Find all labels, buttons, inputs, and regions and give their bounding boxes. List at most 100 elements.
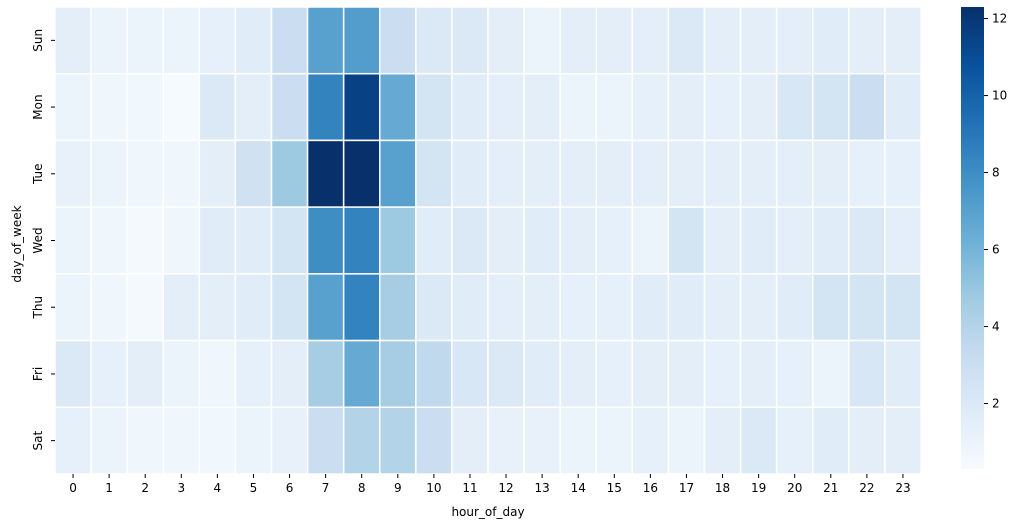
heatmap-cell [703,406,742,475]
heatmap-cell [162,273,201,342]
heatmap-cell [595,72,634,142]
heatmap-cell [595,206,634,275]
heatmap-cell [631,273,670,342]
heatmap-cell [270,339,309,409]
heatmap-cell [812,206,850,275]
x-tick-label: 14 [571,481,586,495]
y-tick-label: Thu [31,296,45,320]
heatmap-cell [415,206,453,275]
heatmap-cell [90,6,128,75]
x-tick-label: 1 [105,481,113,495]
heatmap-cell [884,72,922,142]
heatmap-cell [812,406,850,475]
heatmap-cell [234,72,273,142]
heatmap-cell [270,273,309,342]
heatmap-cell [451,6,489,75]
heatmap-cell [812,6,850,75]
heatmap-cell [523,273,561,342]
heatmap-cell [595,406,634,475]
heatmap-cell [775,6,814,75]
heatmap-cell [415,72,453,142]
x-tick-label: 9 [394,481,402,495]
heatmap-cell [703,339,742,409]
heatmap-cell [595,273,634,342]
x-tick-label: 6 [286,481,294,495]
heatmap-cell [126,406,164,475]
heatmap-cell [559,206,598,275]
heatmap-cell [775,206,814,275]
heatmap-cell [306,72,345,142]
heatmap-cell [162,6,201,75]
heatmap-cell [270,406,309,475]
heatmap-cell [884,273,922,342]
heatmap-cell [415,139,453,208]
heatmap-cell [848,339,886,409]
x-tick-label: 13 [534,481,549,495]
heatmap-cell [631,6,670,75]
x-tick-label: 23 [895,481,910,495]
heatmap-cell [126,206,164,275]
heatmap-cell [342,273,381,342]
heatmap-cell [703,206,742,275]
colorbar-tick-label: 4 [992,320,1000,334]
heatmap-cell [739,339,778,409]
heatmap-cell [270,139,309,208]
heatmap-cell [631,206,670,275]
heatmap-cell [487,72,525,142]
heatmap-cell [415,6,453,75]
heatmap-cell [848,273,886,342]
heatmap-cell [775,406,814,475]
y-tick-label: Tue [31,164,45,186]
heatmap-cell [739,72,778,142]
y-axis-label: day_of_week [10,205,24,282]
heatmap-cell [198,339,237,409]
heatmap-cell [667,6,706,75]
heatmap-cell [162,406,201,475]
heatmap-cell [703,139,742,208]
heatmap-cell [523,339,561,409]
x-tick-label: 3 [177,481,185,495]
heatmap-cell [884,406,922,475]
heatmap-cell [162,339,201,409]
heatmap-cell [198,72,237,142]
colorbar-tick-label: 12 [992,12,1007,26]
x-tick-label: 21 [823,481,838,495]
heatmap-cell [306,406,345,475]
x-tick-label: 11 [462,481,477,495]
heatmap-cell [487,339,525,409]
heatmap-cell [667,139,706,208]
heatmap-cell [342,139,381,208]
heatmap-cell [54,6,92,75]
heatmap-cell [234,6,273,75]
heatmap-cell [306,139,345,208]
heatmap-cell [523,206,561,275]
heatmap-cell [451,72,489,142]
heatmap-cell [234,139,273,208]
heatmap-cell [739,6,778,75]
heatmap-cell [90,139,128,208]
y-tick-label: Mon [31,94,45,119]
x-tick-label: 5 [250,481,258,495]
heatmap-cell [126,72,164,142]
y-axis-ticks: Sun Mon Tue Wed Thu Fri Sat [31,29,55,450]
y-tick-label: Fri [31,367,45,381]
heatmap-cell [631,339,670,409]
x-tick-label: 0 [69,481,77,495]
heatmap-cell [884,339,922,409]
x-tick-label: 20 [787,481,802,495]
heatmap-cell [162,72,201,142]
heatmap-cell [379,206,417,275]
heatmap-cell [415,339,453,409]
heatmap-cells [54,6,922,475]
heatmap-cell [451,206,489,275]
heatmap-cell [595,6,634,75]
heatmap-cell [379,72,417,142]
heatmap-cell [523,139,561,208]
heatmap-cell [559,339,598,409]
x-axis-ticks: 0 1 2 3 4 5 6 7 8 9 10 11 12 13 14 15 16 17 18 19 20 21 22 23 [69,474,911,495]
heatmap-cell [848,139,886,208]
heatmap-cell [559,406,598,475]
x-tick-label: 2 [141,481,149,495]
heatmap-cell [126,139,164,208]
heatmap-cell [703,273,742,342]
